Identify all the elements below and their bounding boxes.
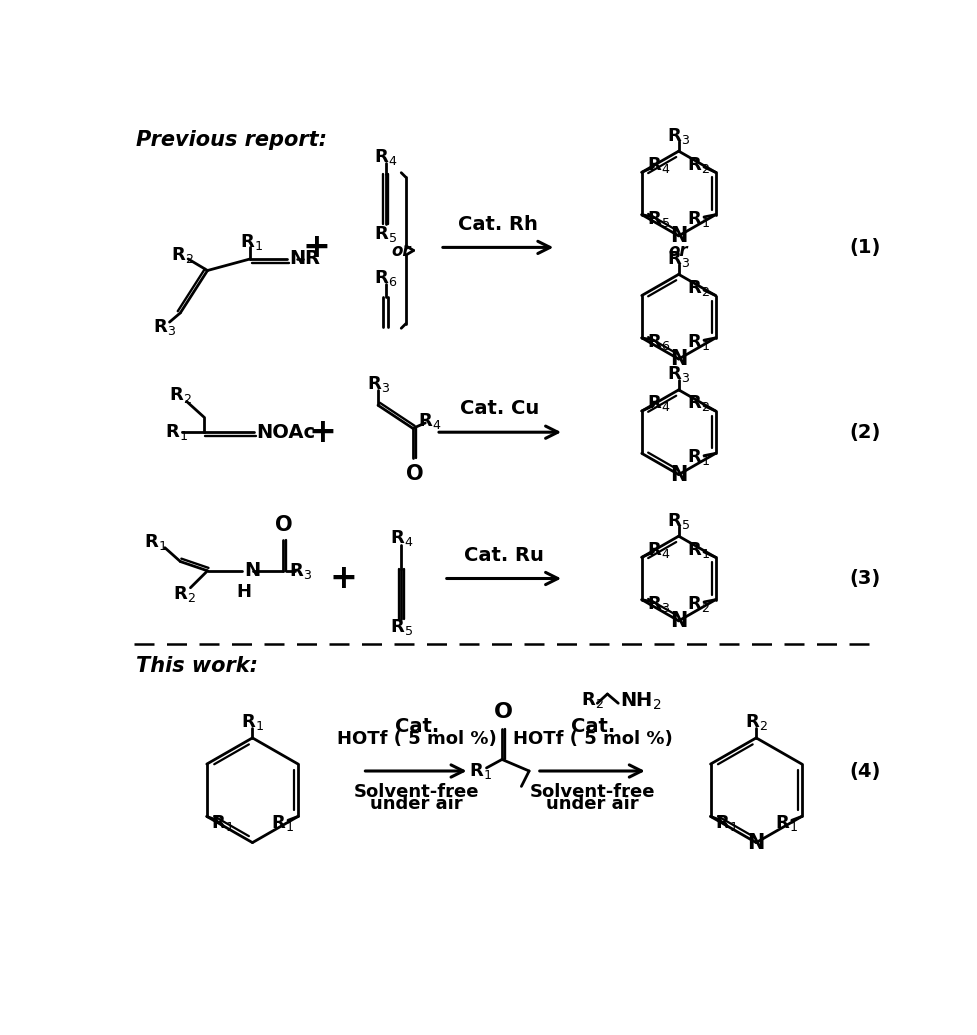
Text: R$_{3}$: R$_{3}$ xyxy=(666,249,690,269)
Text: R$_{3}$: R$_{3}$ xyxy=(647,593,669,614)
Text: R$_{1}$: R$_{1}$ xyxy=(165,422,188,442)
Text: R$_{1}$: R$_{1}$ xyxy=(271,812,294,832)
Text: NH$_2$: NH$_2$ xyxy=(619,691,660,712)
Text: N: N xyxy=(243,561,260,580)
Text: Cat.: Cat. xyxy=(570,717,615,736)
Text: R: R xyxy=(304,248,319,268)
Text: R$_{2}$: R$_{2}$ xyxy=(687,154,709,175)
Text: R$_{5}$: R$_{5}$ xyxy=(390,617,412,637)
Text: (4): (4) xyxy=(848,762,879,780)
Text: R$_{1}$: R$_{1}$ xyxy=(687,208,709,229)
Text: R$_{4}$: R$_{4}$ xyxy=(374,147,397,167)
Text: R$_{2}$: R$_{2}$ xyxy=(687,593,709,614)
Text: R$_{2}$: R$_{2}$ xyxy=(687,393,709,413)
Text: Solvent-free: Solvent-free xyxy=(530,782,655,800)
Text: N: N xyxy=(669,465,687,484)
Text: R$_{4}$: R$_{4}$ xyxy=(418,411,442,431)
Text: R$_{4}$: R$_{4}$ xyxy=(647,393,670,413)
Text: R$_{1}$: R$_{1}$ xyxy=(211,812,234,832)
Text: or: or xyxy=(668,242,688,260)
Text: R$_{4}$: R$_{4}$ xyxy=(389,529,412,549)
Text: NOAc: NOAc xyxy=(256,422,316,442)
Text: Cat.: Cat. xyxy=(395,717,439,736)
Text: N: N xyxy=(746,832,764,853)
Text: R$_{2}$: R$_{2}$ xyxy=(173,584,195,603)
Text: R$_{5}$: R$_{5}$ xyxy=(647,208,669,229)
Text: R$_{3}$: R$_{3}$ xyxy=(366,374,389,393)
Text: (1): (1) xyxy=(848,238,879,257)
Text: R$_{1}$: R$_{1}$ xyxy=(714,812,737,832)
Text: R$_{1}$: R$_{1}$ xyxy=(240,712,264,733)
Text: R$_{4}$: R$_{4}$ xyxy=(647,539,670,560)
Text: N: N xyxy=(669,226,687,246)
Text: Cat. Rh: Cat. Rh xyxy=(457,214,537,234)
Text: R$_{6}$: R$_{6}$ xyxy=(647,332,670,352)
Text: under air: under air xyxy=(370,795,462,812)
Text: This work:: This work: xyxy=(136,655,258,676)
Text: R$_{2}$: R$_{2}$ xyxy=(687,277,709,298)
Text: R$_{6}$: R$_{6}$ xyxy=(374,268,397,288)
Text: N: N xyxy=(669,349,687,369)
Text: +: + xyxy=(329,562,357,595)
Text: R$_{5}$: R$_{5}$ xyxy=(374,224,397,243)
Text: R$_{3}$: R$_{3}$ xyxy=(666,125,690,146)
Text: R$_{3}$: R$_{3}$ xyxy=(153,317,176,336)
Text: R$_{3}$: R$_{3}$ xyxy=(289,561,312,581)
Text: R$_{5}$: R$_{5}$ xyxy=(666,510,690,531)
Text: R$_{1}$: R$_{1}$ xyxy=(468,761,491,781)
Text: R$_{1}$: R$_{1}$ xyxy=(687,332,709,352)
Text: R$_{1}$: R$_{1}$ xyxy=(240,232,263,252)
Text: R$_{2}$: R$_{2}$ xyxy=(744,712,767,733)
Text: Cat. Cu: Cat. Cu xyxy=(460,400,539,418)
Text: O: O xyxy=(493,703,513,722)
Text: HOTf ( 5 mol %): HOTf ( 5 mol %) xyxy=(336,730,496,748)
Text: O: O xyxy=(276,514,293,535)
Text: Cat. Ru: Cat. Ru xyxy=(463,545,543,565)
Text: R$_{1}$: R$_{1}$ xyxy=(687,447,709,467)
Text: +: + xyxy=(308,416,336,449)
Text: HOTf ( 5 mol %): HOTf ( 5 mol %) xyxy=(512,730,672,748)
Text: or: or xyxy=(391,242,410,260)
Text: Previous report:: Previous report: xyxy=(136,129,327,150)
Text: R$_{2}$: R$_{2}$ xyxy=(580,690,603,710)
Text: Solvent-free: Solvent-free xyxy=(354,782,479,800)
Text: R$_{1}$: R$_{1}$ xyxy=(144,532,167,552)
Text: R$_{3}$: R$_{3}$ xyxy=(666,364,690,384)
Text: R$_{2}$: R$_{2}$ xyxy=(171,245,193,265)
Text: O: O xyxy=(405,464,423,483)
Text: under air: under air xyxy=(546,795,638,812)
Text: R$_{1}$: R$_{1}$ xyxy=(687,539,709,560)
Text: N: N xyxy=(288,248,305,268)
Text: H: H xyxy=(236,583,251,601)
Text: (2): (2) xyxy=(848,422,879,442)
Text: N: N xyxy=(669,611,687,631)
Text: R$_{1}$: R$_{1}$ xyxy=(774,812,797,832)
Text: (3): (3) xyxy=(848,569,879,588)
Text: R$_{2}$: R$_{2}$ xyxy=(169,385,191,406)
Text: +: + xyxy=(302,231,329,264)
Text: R$_{4}$: R$_{4}$ xyxy=(647,154,670,175)
